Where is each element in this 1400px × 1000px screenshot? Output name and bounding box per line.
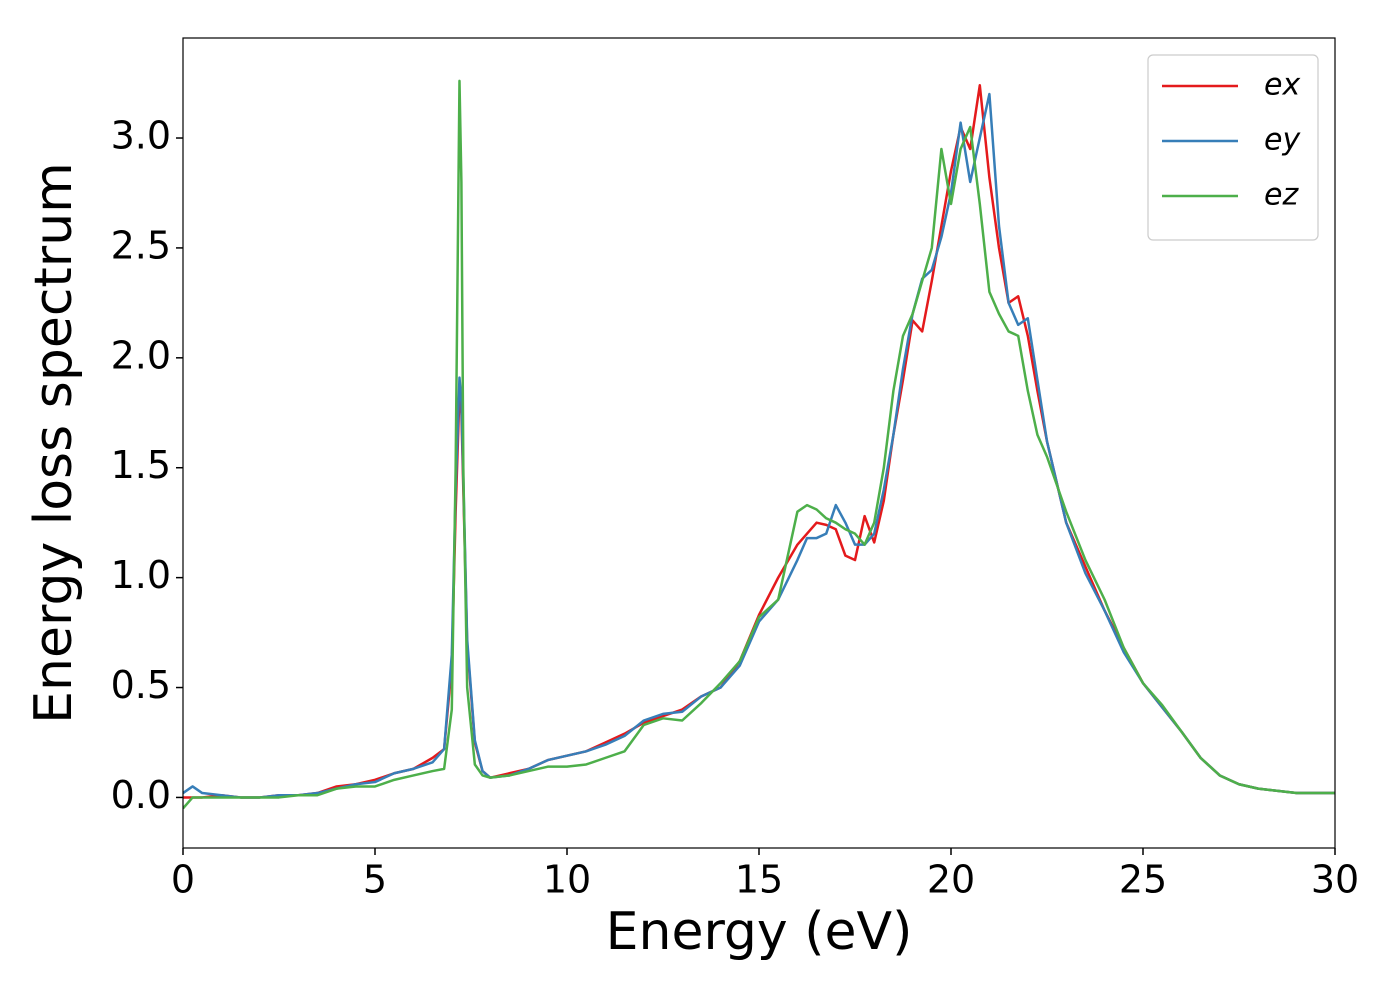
x-tick-label: 25 bbox=[1119, 858, 1167, 902]
x-axis-label: Energy (eV) bbox=[606, 902, 913, 962]
series-line bbox=[183, 92, 1335, 799]
legend-label: ex bbox=[1264, 68, 1300, 103]
x-tick-label: 15 bbox=[735, 858, 783, 902]
plot-frame bbox=[182, 37, 1336, 849]
series-line bbox=[183, 79, 1335, 810]
x-tick-label: 20 bbox=[927, 858, 975, 902]
y-tick-label: 2.5 bbox=[111, 223, 171, 267]
y-tick-label: 3.0 bbox=[111, 114, 171, 158]
y-tick-label: 1.0 bbox=[111, 553, 171, 597]
legend-box bbox=[1147, 54, 1319, 241]
x-tick-label: 10 bbox=[543, 858, 591, 902]
y-tick-label: 2.0 bbox=[111, 333, 171, 377]
y-tick-label: 1.5 bbox=[111, 443, 171, 487]
y-tick-label: 0.0 bbox=[111, 773, 171, 817]
x-tick-label: 0 bbox=[171, 858, 195, 902]
legend-label: ey bbox=[1264, 123, 1301, 158]
y-axis-label: Energy loss spectrum bbox=[24, 162, 84, 724]
x-tick-label: 5 bbox=[363, 858, 387, 902]
y-tick-label: 0.5 bbox=[111, 663, 171, 707]
legend-label: ez bbox=[1264, 178, 1299, 213]
x-tick-label: 30 bbox=[1311, 858, 1359, 902]
